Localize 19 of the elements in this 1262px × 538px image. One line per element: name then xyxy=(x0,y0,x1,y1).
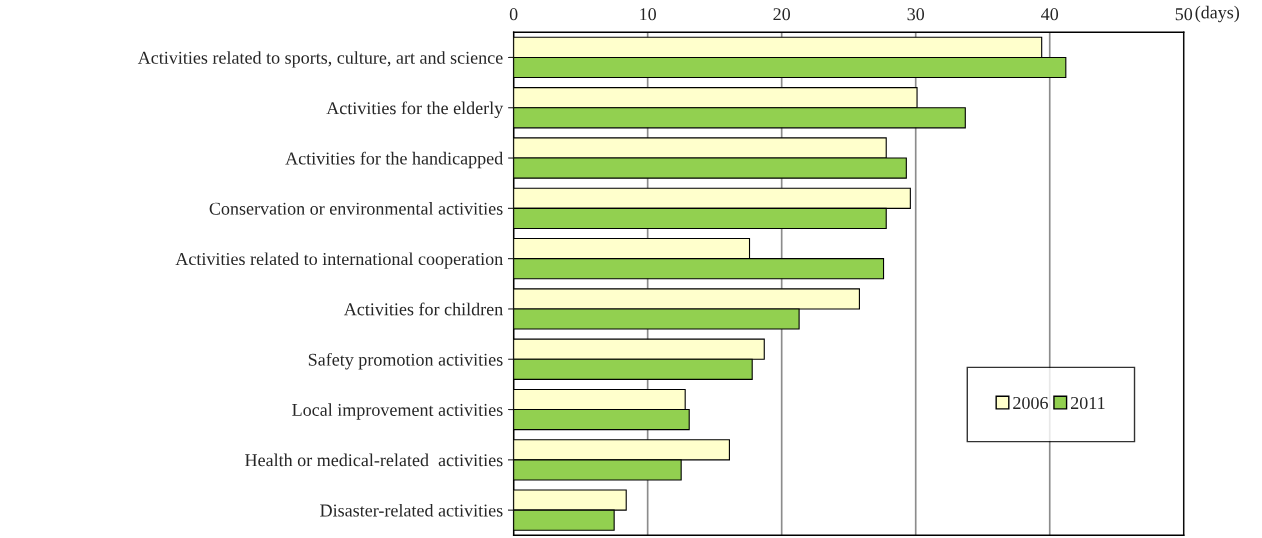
y-tick-label: Disaster-related activities xyxy=(320,503,503,517)
x-tick-label: 40 xyxy=(1041,8,1059,21)
y-tick-label: Safety promotion activities xyxy=(308,352,503,370)
x-tick-label: 30 xyxy=(907,8,925,21)
y-tick-label: Activities for the handicapped xyxy=(285,151,503,169)
y-tick-label: Activities related to international cooperation xyxy=(175,252,503,269)
legend-label: 2006 xyxy=(1013,396,1048,410)
y-tick-label: Activities for the elderly xyxy=(326,101,504,118)
x-tick-label: 20 xyxy=(773,8,791,21)
x-tick-label: 50 xyxy=(1175,8,1193,21)
y-tick-label: Activities related to sports, culture, art and science xyxy=(137,51,503,68)
x-axis-title: (days) xyxy=(1195,5,1240,23)
x-tick-label: 0 xyxy=(509,8,518,21)
y-tick-label: Health or medical-related activities xyxy=(245,453,503,467)
y-tick-label: Conservation or environmental activities xyxy=(209,202,503,215)
y-tick-label: Activities for children xyxy=(343,302,503,316)
y-tick-label: Local improvement activities xyxy=(292,403,503,420)
x-tick-label: 10 xyxy=(640,8,656,21)
legend-label: 2011 xyxy=(1070,396,1105,410)
